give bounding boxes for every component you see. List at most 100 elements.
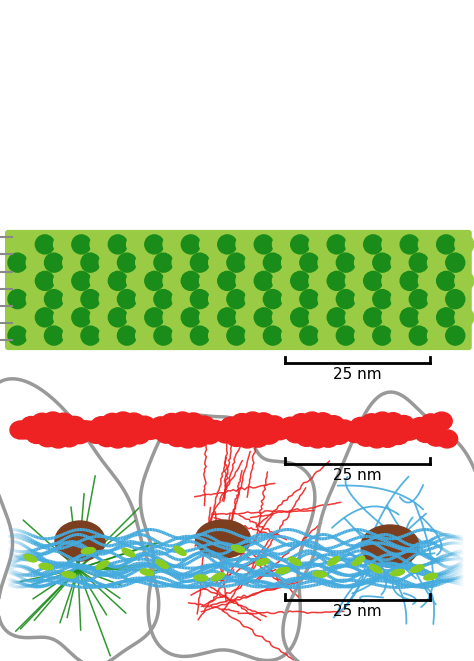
Circle shape <box>309 235 328 254</box>
Ellipse shape <box>393 416 414 434</box>
Circle shape <box>200 272 219 290</box>
Ellipse shape <box>75 421 96 439</box>
Circle shape <box>118 326 137 345</box>
Circle shape <box>382 272 401 290</box>
Circle shape <box>373 290 392 309</box>
Circle shape <box>218 235 237 254</box>
Circle shape <box>364 272 383 290</box>
Ellipse shape <box>420 414 441 432</box>
Ellipse shape <box>274 420 296 438</box>
Circle shape <box>428 290 447 309</box>
Circle shape <box>346 308 365 327</box>
Circle shape <box>409 326 428 345</box>
Ellipse shape <box>410 565 424 572</box>
Circle shape <box>36 235 55 254</box>
Ellipse shape <box>366 430 387 448</box>
Circle shape <box>373 326 392 345</box>
Circle shape <box>218 308 237 327</box>
Ellipse shape <box>231 545 245 553</box>
Circle shape <box>400 235 419 254</box>
Circle shape <box>391 253 410 272</box>
Circle shape <box>382 308 401 327</box>
Ellipse shape <box>424 573 438 580</box>
Ellipse shape <box>15 421 36 439</box>
Circle shape <box>200 235 219 254</box>
Circle shape <box>109 272 128 290</box>
Circle shape <box>327 308 346 327</box>
Circle shape <box>346 235 365 254</box>
Circle shape <box>218 272 237 290</box>
Ellipse shape <box>237 430 258 448</box>
Ellipse shape <box>188 429 209 447</box>
Circle shape <box>391 326 410 345</box>
Ellipse shape <box>318 429 339 447</box>
Ellipse shape <box>118 429 139 447</box>
Circle shape <box>400 272 419 290</box>
Ellipse shape <box>166 428 188 447</box>
Ellipse shape <box>204 420 226 438</box>
Circle shape <box>172 253 191 272</box>
Circle shape <box>291 272 310 290</box>
Circle shape <box>446 290 465 309</box>
Ellipse shape <box>289 557 301 565</box>
Text: 25 nm: 25 nm <box>333 468 382 483</box>
Circle shape <box>81 290 100 309</box>
Ellipse shape <box>404 420 425 438</box>
Circle shape <box>227 290 246 309</box>
Circle shape <box>26 326 45 345</box>
Circle shape <box>236 235 255 254</box>
Circle shape <box>337 326 356 345</box>
Circle shape <box>54 308 73 327</box>
Circle shape <box>355 326 374 345</box>
Circle shape <box>145 308 164 327</box>
Circle shape <box>17 235 36 254</box>
Ellipse shape <box>388 426 409 444</box>
Ellipse shape <box>276 567 290 574</box>
Ellipse shape <box>253 413 274 431</box>
Circle shape <box>282 290 301 309</box>
Circle shape <box>327 272 346 290</box>
Ellipse shape <box>86 425 107 444</box>
Circle shape <box>291 308 310 327</box>
Ellipse shape <box>255 559 269 565</box>
Ellipse shape <box>410 418 430 436</box>
Circle shape <box>63 253 82 272</box>
Circle shape <box>163 272 182 290</box>
Circle shape <box>172 326 191 345</box>
Ellipse shape <box>291 414 312 432</box>
Circle shape <box>391 290 410 309</box>
Circle shape <box>291 235 310 254</box>
Ellipse shape <box>350 417 371 436</box>
Circle shape <box>45 290 64 309</box>
Circle shape <box>90 235 109 254</box>
Circle shape <box>26 290 45 309</box>
Ellipse shape <box>296 428 317 446</box>
Ellipse shape <box>32 413 53 431</box>
Circle shape <box>437 308 456 327</box>
Ellipse shape <box>220 417 242 435</box>
Circle shape <box>282 326 301 345</box>
Circle shape <box>364 308 383 327</box>
Ellipse shape <box>231 414 252 432</box>
Circle shape <box>245 290 264 309</box>
Ellipse shape <box>129 426 150 444</box>
Ellipse shape <box>372 412 393 430</box>
Circle shape <box>109 308 128 327</box>
Circle shape <box>172 290 191 309</box>
Ellipse shape <box>26 426 47 444</box>
Circle shape <box>136 326 155 345</box>
Circle shape <box>254 272 273 290</box>
Circle shape <box>419 272 438 290</box>
Ellipse shape <box>215 425 236 443</box>
Circle shape <box>163 308 182 327</box>
Circle shape <box>99 290 118 309</box>
Text: 25 nm: 25 nm <box>333 604 382 619</box>
Circle shape <box>455 272 474 290</box>
Circle shape <box>446 253 465 272</box>
Circle shape <box>191 253 210 272</box>
Ellipse shape <box>353 557 365 566</box>
Circle shape <box>90 272 109 290</box>
Circle shape <box>273 272 292 290</box>
Circle shape <box>337 253 356 272</box>
Circle shape <box>300 290 319 309</box>
